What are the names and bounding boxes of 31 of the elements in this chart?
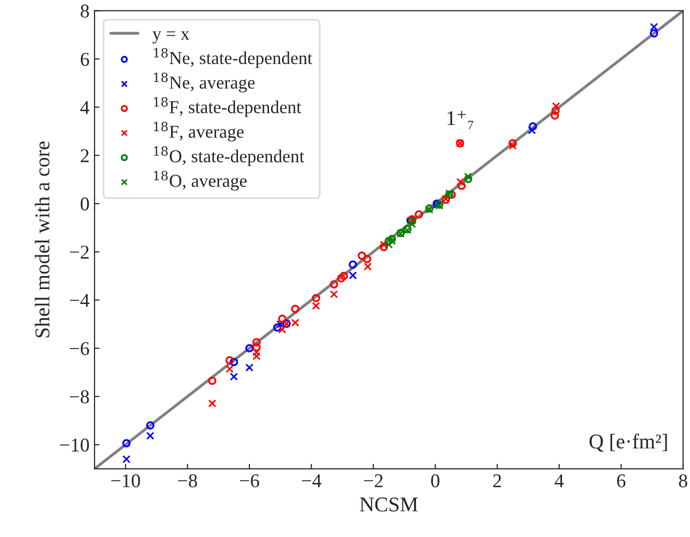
x-tick-label: 8	[678, 474, 688, 488]
y-axis-title: Shell model with a core	[34, 142, 50, 338]
x-tick-label: −10	[111, 474, 140, 488]
y-tick-label: −4	[70, 294, 90, 307]
y-tick-label: −6	[70, 342, 90, 356]
legend-label: $^{18}$F, average	[154, 122, 244, 142]
y-tick-label: 8	[80, 4, 89, 18]
y-tick-label: 2	[80, 149, 89, 162]
y-tick-label: −2	[70, 246, 89, 259]
y-tick-label: 6	[80, 52, 90, 66]
legend-label: $^{18}$O, state-dependent	[154, 146, 304, 166]
x-tick-label: 2	[493, 474, 502, 488]
annotation: Q [e·fm²]	[590, 434, 667, 452]
y-tick-label: 4	[80, 101, 90, 114]
y-tick-label: 0	[80, 197, 89, 211]
x-tick-label: 0	[431, 474, 440, 488]
annotation: 1⁺₇	[448, 110, 474, 130]
legend-label: y = x	[152, 31, 190, 44]
x-tick-label: −2	[364, 474, 383, 488]
y-tick-label: −8	[70, 390, 89, 404]
x-tick-label: −6	[240, 474, 260, 488]
legend-label: $^{18}$O, average	[154, 170, 247, 191]
legend-label: $^{18}$Ne, state-dependent	[154, 48, 312, 68]
legend-label: $^{18}$Ne, average	[154, 72, 255, 92]
x-tick-label: 4	[554, 474, 564, 488]
x-tick-label: −8	[178, 474, 198, 488]
y-tick-label: −10	[60, 438, 89, 452]
x-axis-title: NCSM	[360, 498, 418, 512]
x-tick-label: −4	[302, 474, 322, 488]
legend-label: $^{18}$F, state-dependent	[154, 97, 302, 117]
x-tick-label: 6	[617, 474, 626, 488]
